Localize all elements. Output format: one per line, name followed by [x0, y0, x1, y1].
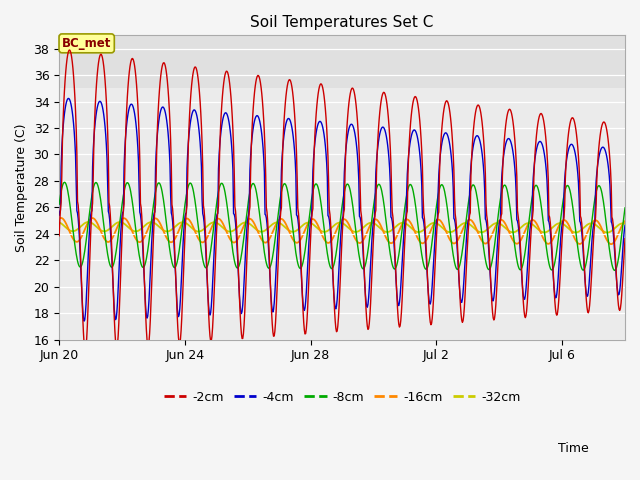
Bar — [59, 36, 625, 88]
Text: Time: Time — [558, 442, 589, 455]
Title: Soil Temperatures Set C: Soil Temperatures Set C — [250, 15, 434, 30]
Text: BC_met: BC_met — [62, 37, 111, 50]
Legend: -2cm, -4cm, -8cm, -16cm, -32cm: -2cm, -4cm, -8cm, -16cm, -32cm — [159, 385, 525, 408]
Y-axis label: Soil Temperature (C): Soil Temperature (C) — [15, 123, 28, 252]
